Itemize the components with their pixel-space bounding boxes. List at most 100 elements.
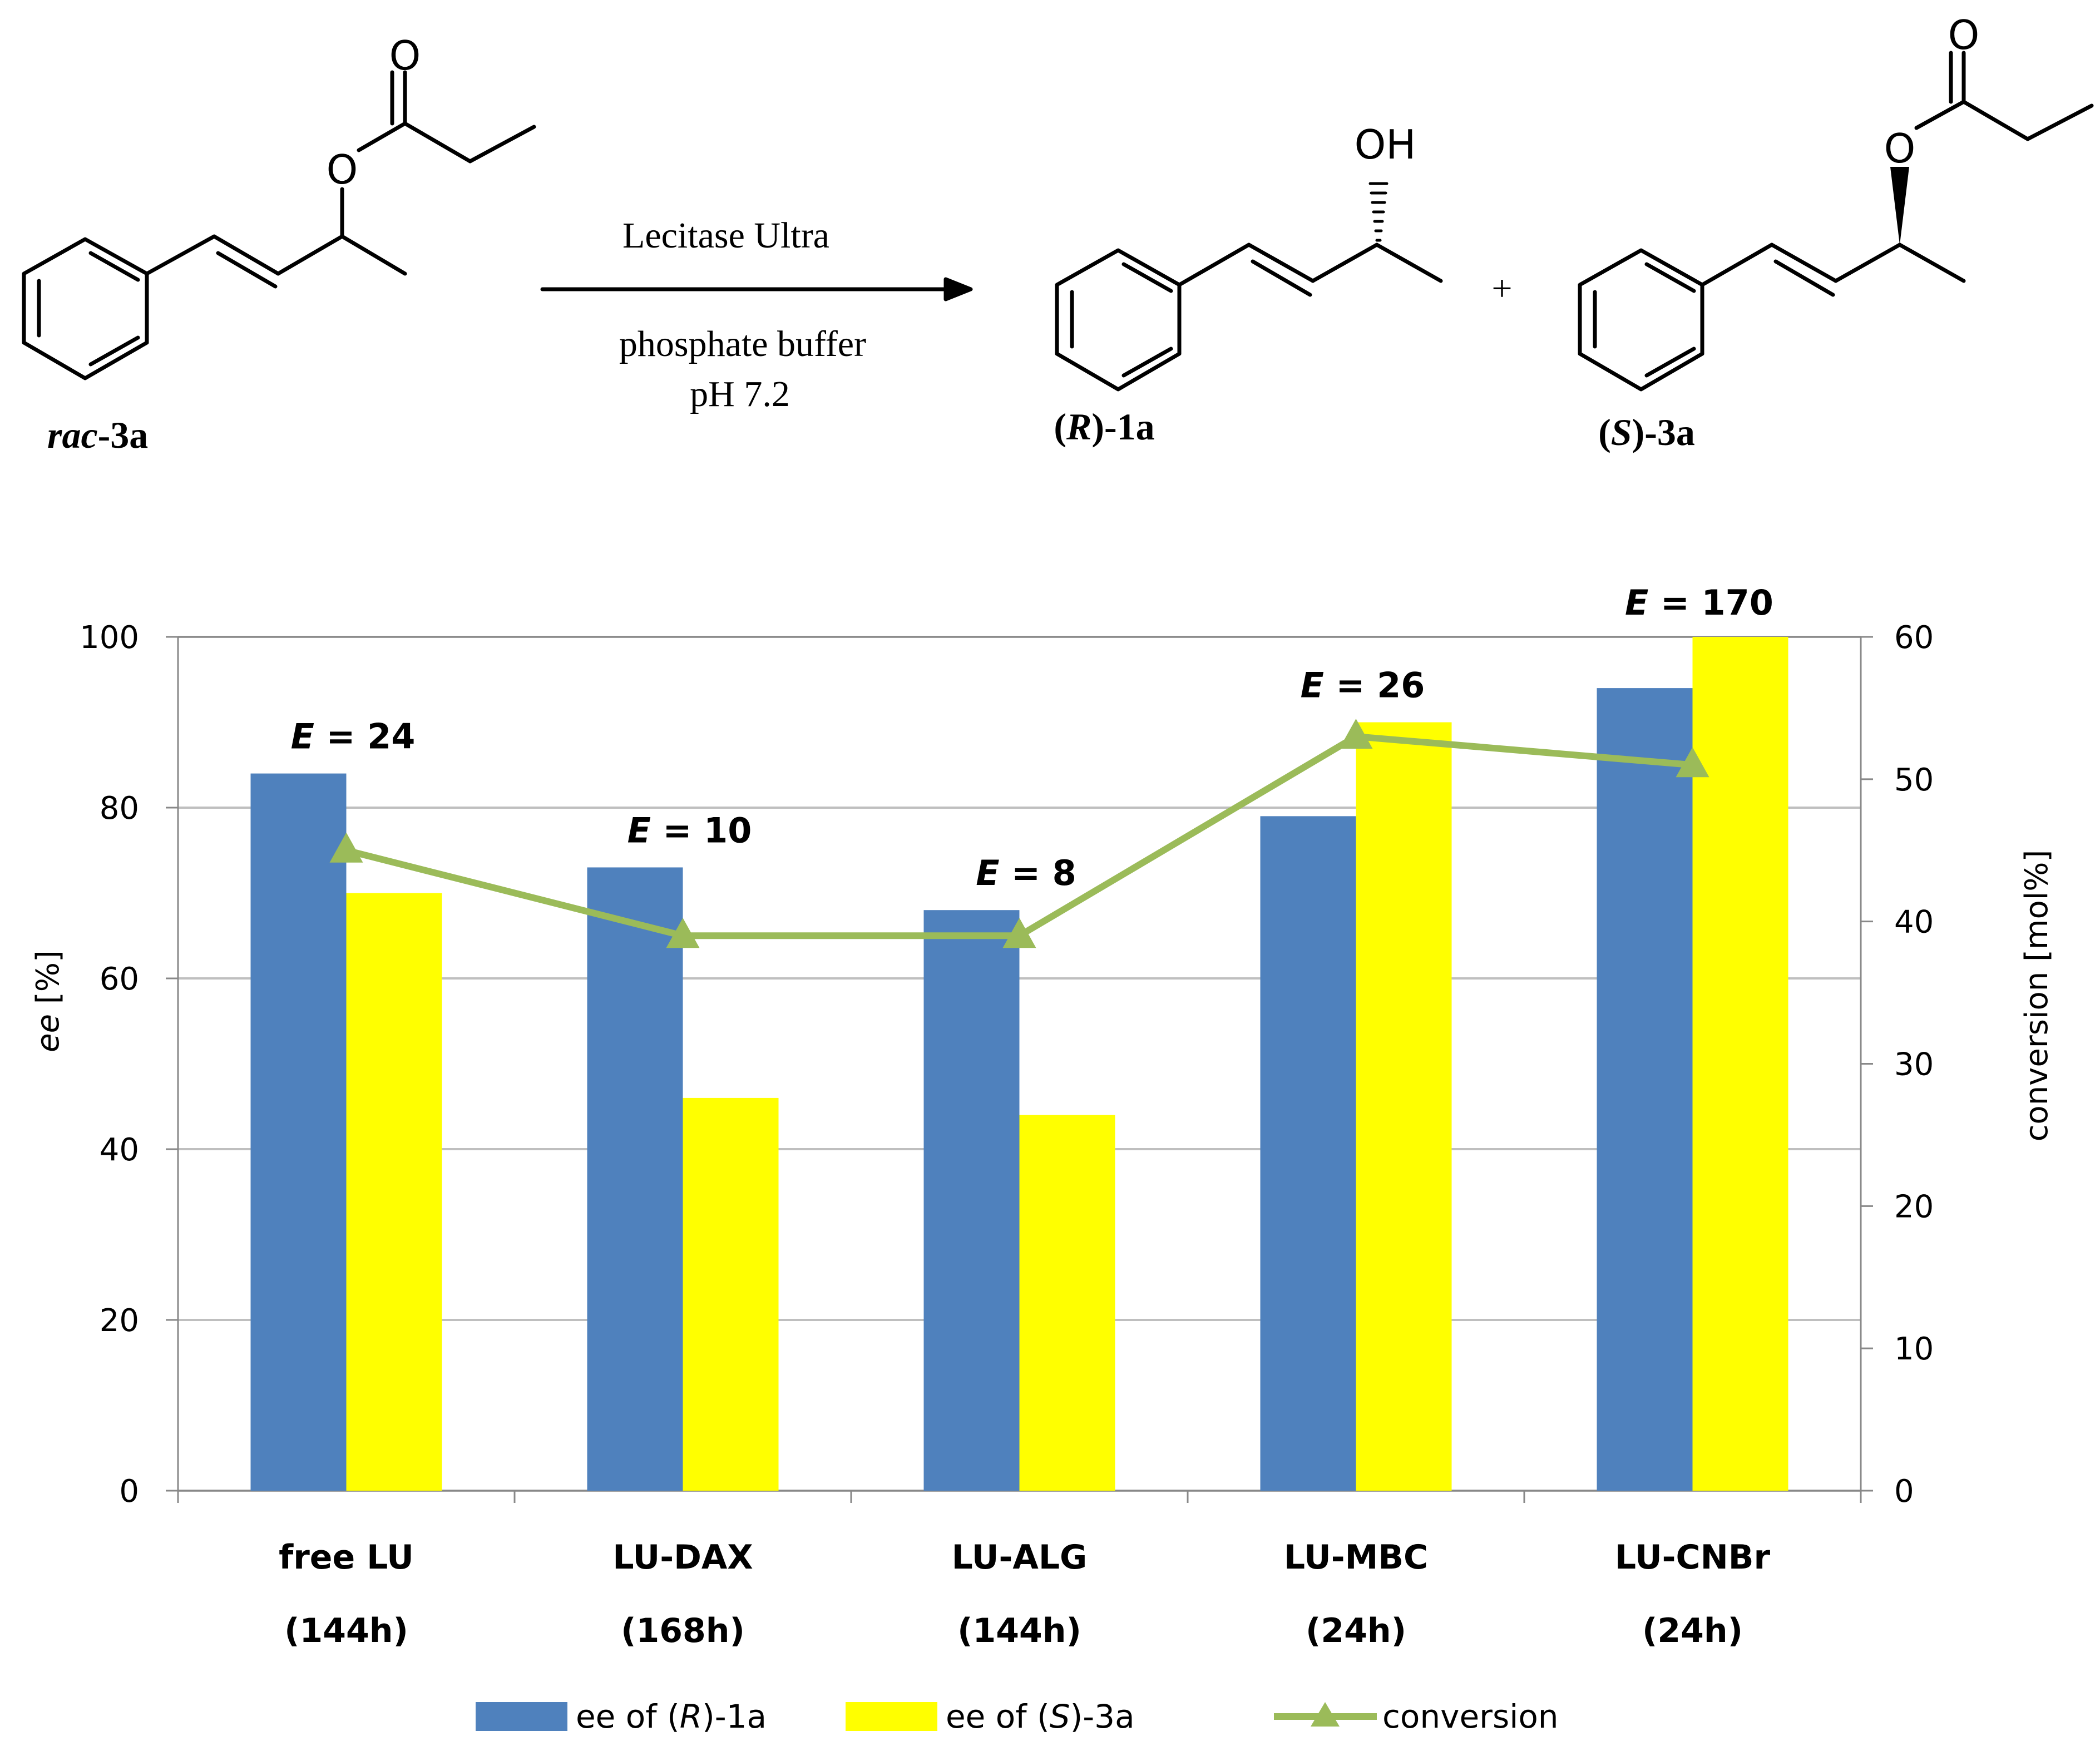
plus-sign: + xyxy=(1491,268,1512,309)
label-R-1a: (R)-1a xyxy=(1054,405,1154,448)
conversion-polyline xyxy=(345,733,1693,939)
e-symbol: E xyxy=(1625,582,1648,623)
bar-ee-s-lu-dax xyxy=(683,1097,779,1491)
legend-swatch-r xyxy=(476,1702,567,1731)
conversion-marker-1 xyxy=(666,918,700,948)
label-S-3a: (S)-3a xyxy=(1598,411,1695,453)
bar-ee-r-lu-cnbr xyxy=(1597,688,1693,1491)
label-rac-suffix: -3a xyxy=(98,414,149,456)
e-value-annotation: E = 8 xyxy=(976,853,1076,893)
category-label: LU-CNBr xyxy=(1615,1538,1771,1577)
legend-marker-conversion xyxy=(1311,1702,1340,1727)
legend-s-pre: ee of ( xyxy=(946,1698,1050,1735)
reagent-ph: pH 7.2 xyxy=(690,374,790,414)
e-value: = 10 xyxy=(651,810,752,850)
tick-label-right: 50 xyxy=(1894,762,1934,798)
reaction-scheme xyxy=(22,51,2094,392)
label-rac-3a: rac-3a xyxy=(47,414,148,456)
structure-R-1a xyxy=(1055,243,1443,392)
y-left-label-italic: ee xyxy=(30,1014,66,1052)
tick-label-right: 0 xyxy=(1894,1473,1914,1510)
legend-s-post: )-3a xyxy=(1070,1698,1135,1735)
label-R-config: R xyxy=(1066,405,1091,448)
bars xyxy=(250,637,1788,1491)
tick-label-left: 0 xyxy=(119,1473,139,1510)
atom-O-ester-1: O xyxy=(327,146,358,193)
reagent-buffer: phosphate buffer xyxy=(619,324,866,364)
conversion-marker-2 xyxy=(1002,918,1036,948)
label-R-suffix: )-1a xyxy=(1091,405,1154,448)
e-value-annotation: E = 170 xyxy=(1625,582,1773,623)
legend-r-post: )-1a xyxy=(702,1698,767,1735)
label-S-open: ( xyxy=(1598,411,1611,453)
legend-s-italic: S xyxy=(1050,1698,1070,1735)
tick-label-left: 80 xyxy=(100,790,139,827)
axes xyxy=(177,1491,1862,1503)
solid-wedge xyxy=(1890,167,1909,245)
e-value-annotations: E = 24E = 10E = 8E = 26E = 170 xyxy=(291,582,1773,893)
structure-rac-3a xyxy=(22,70,536,380)
tick-label-right: 40 xyxy=(1894,904,1934,941)
legend-label-r: ee of (R)-1a xyxy=(576,1698,767,1735)
conversion-marker-0 xyxy=(329,832,363,863)
bar-ee-s-lu-cnbr xyxy=(1692,637,1788,1491)
atom-OH: OH xyxy=(1355,121,1416,168)
left-axis-ticks: 0 20 40 60 80 100 xyxy=(80,620,178,1510)
e-value-annotation: E = 26 xyxy=(1301,665,1425,706)
label-S-suffix: )-3a xyxy=(1632,411,1695,453)
bar-ee-s-free-lu xyxy=(346,893,442,1491)
category-time: (144h) xyxy=(957,1611,1081,1650)
e-value: = 26 xyxy=(1324,665,1425,706)
conversion-line xyxy=(329,719,1709,948)
category-time: (144h) xyxy=(284,1611,408,1650)
tick-label-right: 10 xyxy=(1894,1331,1934,1367)
e-value: = 8 xyxy=(1000,853,1076,893)
category-label: LU-MBC xyxy=(1284,1538,1428,1577)
label-R-open: ( xyxy=(1054,405,1066,448)
e-symbol: E xyxy=(1301,665,1324,706)
hashed-wedge-OH xyxy=(1368,182,1389,242)
tick-label-right: 60 xyxy=(1894,620,1934,656)
e-symbol: E xyxy=(291,716,314,757)
bar-ee-r-lu-mbc xyxy=(1260,816,1356,1491)
legend-label-conversion: conversion xyxy=(1382,1698,1559,1735)
bar-ee-s-lu-mbc xyxy=(1356,722,1452,1491)
right-axis-ticks: 0 10 20 30 40 50 60 xyxy=(1861,620,1934,1510)
label-rac-prefix: rac xyxy=(47,414,98,456)
tick-label-right: 30 xyxy=(1894,1047,1934,1083)
atom-O-carbonyl-1: O xyxy=(389,32,421,79)
category-label: free LU xyxy=(279,1538,414,1577)
e-value: = 24 xyxy=(314,716,415,757)
category-time: (24h) xyxy=(1642,1611,1743,1650)
tick-label-left: 100 xyxy=(80,620,139,656)
category-label: LU-ALG xyxy=(952,1538,1088,1577)
reaction-arrow xyxy=(540,277,973,301)
structure-S-3a xyxy=(1578,51,2094,392)
tick-label-right: 20 xyxy=(1894,1189,1934,1225)
atom-O-ester-2: O xyxy=(1884,125,1916,172)
bar-ee-r-free-lu xyxy=(250,773,347,1491)
y-axis-right-label: conversion [mol%] xyxy=(2019,850,2055,1142)
e-symbol: E xyxy=(976,853,999,893)
y-axis-left-label: ee [%] xyxy=(30,950,66,1052)
e-symbol: E xyxy=(627,810,651,850)
reagent-enzyme: Lecitase Ultra xyxy=(622,215,829,256)
legend-r-pre: ee of ( xyxy=(576,1698,680,1735)
category-time: (24h) xyxy=(1306,1611,1406,1650)
tick-label-left: 60 xyxy=(100,961,139,997)
chart: 0 20 40 60 80 100 0 10 20 30 40 50 60 free LU (144h)… xyxy=(30,582,2055,1735)
bar-ee-s-lu-alg xyxy=(1019,1115,1115,1491)
bar-ee-r-lu-alg xyxy=(923,910,1020,1491)
legend-label-s: ee of (S)-3a xyxy=(946,1698,1135,1735)
e-value: = 170 xyxy=(1648,582,1773,623)
category-labels: free LU (144h) LU-DAX (168h) LU-ALG (144h) LU-… xyxy=(279,1538,1770,1650)
atom-O-carbonyl-2: O xyxy=(1948,12,1980,58)
legend-r-italic: R xyxy=(680,1698,702,1735)
tick-label-left: 20 xyxy=(100,1303,139,1339)
e-value-annotation: E = 24 xyxy=(291,716,416,757)
y-left-label-rest: [%] xyxy=(30,950,66,1014)
legend: ee of (R)-1a ee of (S)-3a conversion xyxy=(476,1698,1559,1735)
e-value-annotation: E = 10 xyxy=(627,810,752,850)
conversion-marker-3 xyxy=(1339,719,1373,749)
